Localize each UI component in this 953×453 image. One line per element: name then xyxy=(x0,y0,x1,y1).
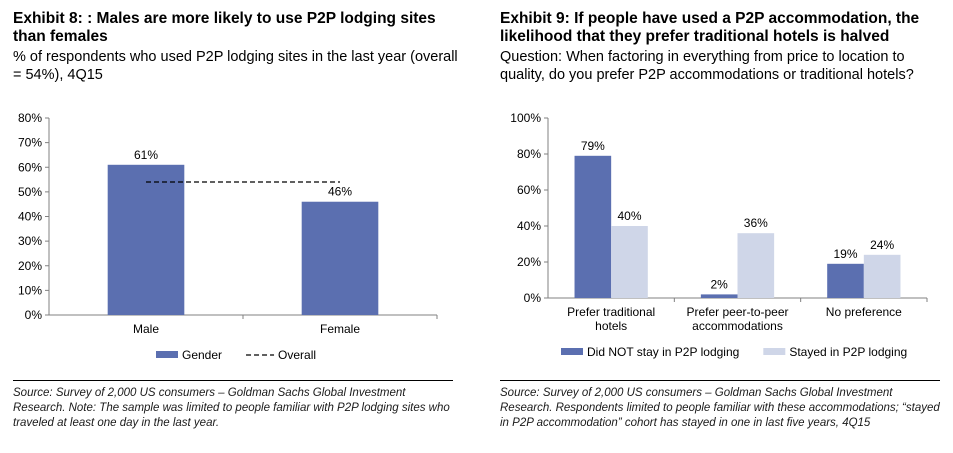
exhibit-8-y-tick-label: 70% xyxy=(18,136,42,150)
exhibit-9-data-label: 2% xyxy=(711,277,729,291)
exhibit-8-panel: Exhibit 8: : Males are more likely to us… xyxy=(0,0,470,453)
exhibit-8-y-tick-label: 80% xyxy=(18,111,42,125)
exhibit-8-chart: 0% 10% 20% 30% 40% 50% 60% 70% 80% Male 61% Female 4… xyxy=(18,111,438,362)
exhibit-9-chart: 0% 20% 40% 60% 80% 100% Prefer traditionalhote… xyxy=(510,111,928,359)
exhibit-8-y-tick-label: 60% xyxy=(18,160,42,174)
exhibit-9-legend-label: Did NOT stay in P2P lodging xyxy=(587,345,739,359)
exhibit-9-y-tick-label: 60% xyxy=(517,183,541,197)
exhibit-8-legend-label: Gender xyxy=(182,348,222,362)
exhibit-9-y-tick-label: 40% xyxy=(517,219,541,233)
exhibit-8-bar xyxy=(301,201,379,315)
exhibit-9-category-label: No preference xyxy=(826,305,902,319)
exhibit-9-bar xyxy=(827,263,864,298)
exhibit-9-data-label: 19% xyxy=(833,247,857,261)
exhibit-9-data-label: 79% xyxy=(581,139,605,153)
exhibit-9-legend-swatch xyxy=(763,348,786,355)
exhibit-9-divider xyxy=(500,380,940,381)
exhibit-8-y-tick-label: 40% xyxy=(18,210,42,224)
exhibit-9-bar xyxy=(863,254,901,298)
exhibit-8-y-tick-label: 10% xyxy=(18,283,42,297)
exhibit-9-bar xyxy=(574,155,612,298)
exhibit-8-y-tick-label: 30% xyxy=(18,234,42,248)
exhibit-9-bar xyxy=(737,233,775,298)
exhibit-9-y-tick-label: 20% xyxy=(517,255,541,269)
exhibit-9-bar xyxy=(700,294,738,298)
exhibit-8-category-label: Female xyxy=(320,322,360,336)
exhibit-8-category-label: Male xyxy=(133,322,159,336)
exhibit-8-data-label: 61% xyxy=(134,148,158,162)
exhibit-8-divider xyxy=(13,380,453,381)
exhibit-9-category-label: accommodations xyxy=(692,319,783,333)
exhibit-9-subtitle: Question: When factoring in everything f… xyxy=(500,49,914,83)
exhibit-8-legend-label: Overall xyxy=(278,348,316,362)
exhibit-9-title: Exhibit 9: If people have used a P2P acc… xyxy=(500,10,920,45)
exhibit-9-panel: Exhibit 9: If people have used a P2P acc… xyxy=(497,0,953,453)
exhibit-9-data-label: 24% xyxy=(870,238,894,252)
exhibit-9-data-label: 36% xyxy=(744,216,768,230)
exhibit-8-title: Exhibit 8: : Males are more likely to us… xyxy=(13,10,436,45)
exhibit-8-y-tick-label: 50% xyxy=(18,185,42,199)
exhibit-9-y-tick-label: 80% xyxy=(517,147,541,161)
exhibit-8-source: Source: Survey of 2,000 US consumers – G… xyxy=(13,387,450,429)
exhibit-8-bar xyxy=(107,164,185,315)
exhibit-8-y-tick-label: 0% xyxy=(25,308,43,322)
exhibit-9-category-label: Prefer traditional xyxy=(567,305,655,319)
exhibit-9-y-tick-label: 0% xyxy=(524,291,542,305)
exhibit-9-bar xyxy=(611,226,648,298)
exhibit-9-legend-label: Stayed in P2P lodging xyxy=(789,345,907,359)
exhibit-8-legend-swatch xyxy=(156,351,178,358)
exhibit-9-legend-swatch xyxy=(561,348,583,355)
exhibit-8-data-label: 46% xyxy=(328,185,352,199)
exhibit-9-category-label: Prefer peer-to-peer xyxy=(686,305,788,319)
exhibit-9-y-tick-label: 100% xyxy=(510,111,541,125)
exhibit-9-source: Source: Survey of 2,000 US consumers – G… xyxy=(500,387,940,429)
exhibit-8-subtitle: % of respondents who used P2P lodging si… xyxy=(13,49,458,83)
exhibit-9-category-label: hotels xyxy=(595,319,627,333)
exhibit-9-data-label: 40% xyxy=(617,209,641,223)
exhibit-8-y-tick-label: 20% xyxy=(18,259,42,273)
